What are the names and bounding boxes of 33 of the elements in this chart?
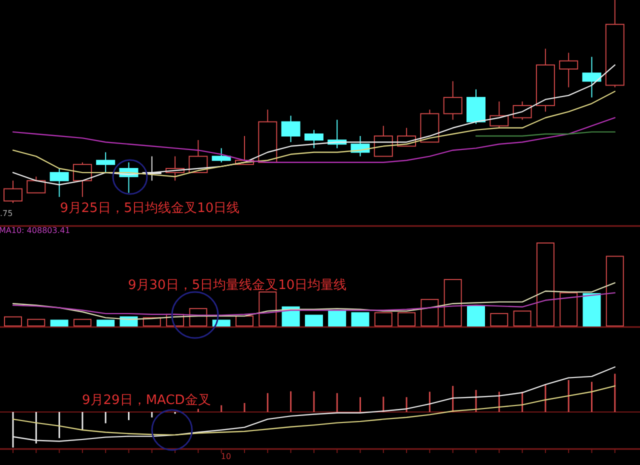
bar (258, 291, 277, 326)
bar (236, 316, 254, 326)
bar (420, 298, 439, 326)
bar (212, 320, 230, 326)
bar (73, 318, 92, 326)
bar (4, 316, 22, 326)
candlestick (559, 52, 578, 88)
bar (304, 314, 323, 326)
bar (374, 312, 392, 326)
bar (351, 312, 370, 326)
bar (398, 312, 416, 326)
bar (50, 320, 68, 326)
candlestick (582, 56, 602, 98)
candlestick (281, 115, 300, 143)
bar (490, 313, 508, 326)
bar (96, 320, 115, 326)
bar (27, 318, 46, 326)
annotation: 9月30日，5日均量线金叉10日均量线 (128, 278, 347, 293)
text: MA10: 408803.41 (0, 226, 70, 235)
candlestick (536, 48, 555, 112)
bar (467, 306, 485, 326)
bar (444, 279, 462, 326)
candlestick (443, 80, 462, 120)
bar (606, 256, 624, 326)
text: .75 (0, 209, 13, 218)
bar (513, 310, 532, 326)
bar (560, 292, 578, 326)
annotation: 9月25日，5日均线金叉10日线 (60, 201, 240, 216)
annotation: 9月29日，MACD金叉 (82, 393, 211, 408)
bar (536, 242, 554, 326)
bar (328, 310, 346, 326)
text: 10 (220, 452, 232, 461)
bar (582, 293, 601, 326)
